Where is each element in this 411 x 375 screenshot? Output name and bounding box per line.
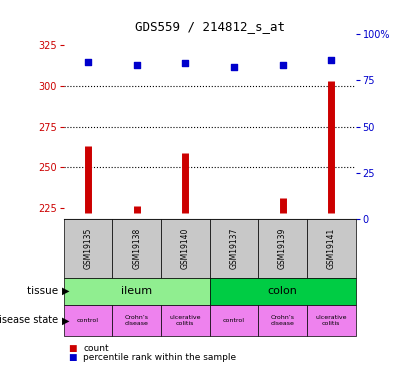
Text: count: count — [83, 344, 109, 353]
Text: ulcerative
colitis: ulcerative colitis — [170, 315, 201, 326]
Text: GSM19138: GSM19138 — [132, 228, 141, 269]
Point — [231, 64, 237, 70]
Text: GSM19137: GSM19137 — [229, 228, 238, 269]
Title: GDS559 / 214812_s_at: GDS559 / 214812_s_at — [135, 20, 284, 33]
Text: tissue: tissue — [27, 286, 62, 296]
Point — [279, 62, 286, 68]
Text: GSM19139: GSM19139 — [278, 228, 287, 269]
Text: Crohn’s
disease: Crohn’s disease — [125, 315, 149, 326]
Text: ▶: ▶ — [62, 315, 69, 326]
Text: ■: ■ — [68, 353, 76, 362]
Text: disease state: disease state — [0, 315, 62, 326]
Text: colon: colon — [268, 286, 298, 296]
Point — [328, 57, 335, 63]
Text: ulcerative
colitis: ulcerative colitis — [316, 315, 347, 326]
Point — [182, 60, 189, 66]
Text: control: control — [77, 318, 99, 323]
Text: ■: ■ — [68, 344, 76, 353]
Point — [85, 58, 91, 64]
Text: control: control — [223, 318, 245, 323]
Text: GSM19141: GSM19141 — [327, 228, 336, 269]
Text: GSM19140: GSM19140 — [181, 228, 190, 269]
Text: ▶: ▶ — [62, 286, 69, 296]
Text: ileum: ileum — [121, 286, 152, 296]
Point — [134, 62, 140, 68]
Text: GSM19135: GSM19135 — [83, 228, 92, 269]
Text: Crohn’s
disease: Crohn’s disease — [270, 315, 295, 326]
Text: percentile rank within the sample: percentile rank within the sample — [83, 353, 237, 362]
